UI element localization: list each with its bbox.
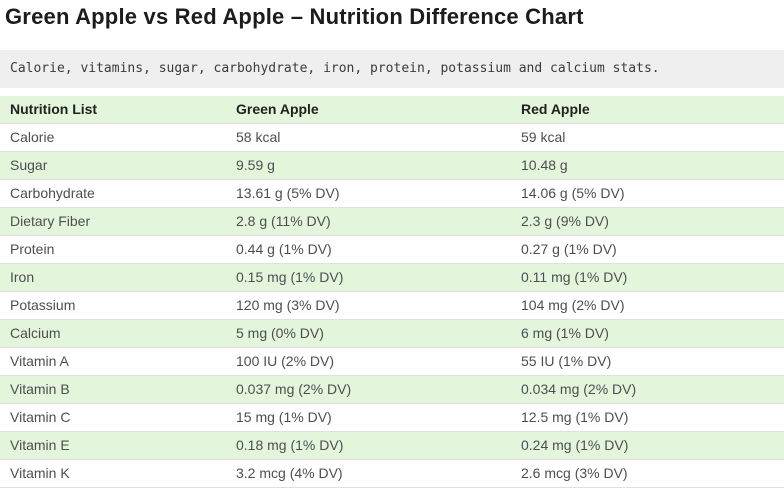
red-apple-value-cell: 104 mg (2% DV) xyxy=(511,291,784,320)
nutrient-name-cell: Potassium xyxy=(0,291,226,320)
nutrient-name-cell: Vitamin B xyxy=(0,375,226,404)
nutrient-name-cell: Vitamin K xyxy=(0,459,226,488)
table-row: Calorie 58 kcal 59 kcal xyxy=(0,123,784,152)
red-apple-value-cell: 12.5 mg (1% DV) xyxy=(511,403,784,432)
table-row: Sugar 9.59 g 10.48 g xyxy=(0,151,784,180)
green-apple-value-cell: 0.44 g (1% DV) xyxy=(226,235,511,264)
red-apple-value-cell: 0.034 mg (2% DV) xyxy=(511,375,784,404)
table-row: Vitamin K 3.2 mcg (4% DV) 2.6 mcg (3% DV) xyxy=(0,459,784,488)
green-apple-value-cell: 0.037 mg (2% DV) xyxy=(226,375,511,404)
red-apple-value-cell: 0.27 g (1% DV) xyxy=(511,235,784,264)
red-apple-value-cell: 14.06 g (5% DV) xyxy=(511,179,784,208)
nutrient-name-cell: Carbohydrate xyxy=(0,179,226,208)
table-row: Carbohydrate 13.61 g (5% DV) 14.06 g (5% D… xyxy=(0,179,784,208)
green-apple-value-cell: 5 mg (0% DV) xyxy=(226,319,511,348)
nutrient-name-cell: Calorie xyxy=(0,123,226,152)
table-header: Nutrition List Green Apple Red Apple xyxy=(0,96,784,124)
nutrient-name-cell: Vitamin A xyxy=(0,347,226,376)
green-apple-value-cell: 2.8 g (11% DV) xyxy=(226,207,511,236)
table-row: Dietary Fiber 2.8 g (11% DV) 2.3 g (9% DV) xyxy=(0,207,784,236)
nutrient-name-cell: Vitamin E xyxy=(0,431,226,460)
table-row: Vitamin E 0.18 mg (1% DV) 0.24 mg (1% DV) xyxy=(0,431,784,460)
table-row: Potassium 120 mg (3% DV) 104 mg (2% DV) xyxy=(0,291,784,320)
green-apple-value-cell: 0.15 mg (1% DV) xyxy=(226,263,511,292)
subtitle-bar: Calorie, vitamins, sugar, carbohydrate, … xyxy=(0,50,784,88)
green-apple-value-cell: 100 IU (2% DV) xyxy=(226,347,511,376)
table-row: Protein 0.44 g (1% DV) 0.27 g (1% DV) xyxy=(0,235,784,264)
table-row: Vitamin B 0.037 mg (2% DV) 0.034 mg (2% DV… xyxy=(0,375,784,404)
green-apple-value-cell: 15 mg (1% DV) xyxy=(226,403,511,432)
red-apple-value-cell: 10.48 g xyxy=(511,151,784,180)
nutrition-table: Nutrition List Green Apple Red Apple Cal… xyxy=(0,96,784,488)
column-header-red-apple: Red Apple xyxy=(511,96,784,124)
header-row: Nutrition List Green Apple Red Apple xyxy=(0,96,784,124)
red-apple-value-cell: 2.3 g (9% DV) xyxy=(511,207,784,236)
table-row: Vitamin C 15 mg (1% DV) 12.5 mg (1% DV) xyxy=(0,403,784,432)
page-title: Green Apple vs Red Apple – Nutrition Dif… xyxy=(5,4,584,29)
nutrient-name-cell: Iron xyxy=(0,263,226,292)
green-apple-value-cell: 120 mg (3% DV) xyxy=(226,291,511,320)
column-header-green-apple: Green Apple xyxy=(226,96,511,124)
green-apple-value-cell: 3.2 mcg (4% DV) xyxy=(226,459,511,488)
nutrient-name-cell: Vitamin C xyxy=(0,403,226,432)
green-apple-value-cell: 58 kcal xyxy=(226,123,511,152)
column-header-nutrition-list: Nutrition List xyxy=(0,96,226,124)
green-apple-value-cell: 13.61 g (5% DV) xyxy=(226,179,511,208)
nutrient-name-cell: Dietary Fiber xyxy=(0,207,226,236)
red-apple-value-cell: 0.11 mg (1% DV) xyxy=(511,263,784,292)
green-apple-value-cell: 0.18 mg (1% DV) xyxy=(226,431,511,460)
table-row: Iron 0.15 mg (1% DV) 0.11 mg (1% DV) xyxy=(0,263,784,292)
red-apple-value-cell: 55 IU (1% DV) xyxy=(511,347,784,376)
red-apple-value-cell: 0.24 mg (1% DV) xyxy=(511,431,784,460)
green-apple-value-cell: 9.59 g xyxy=(226,151,511,180)
red-apple-value-cell: 6 mg (1% DV) xyxy=(511,319,784,348)
red-apple-value-cell: 2.6 mcg (3% DV) xyxy=(511,459,784,488)
nutrient-name-cell: Sugar xyxy=(0,151,226,180)
nutrient-name-cell: Protein xyxy=(0,235,226,264)
red-apple-value-cell: 59 kcal xyxy=(511,123,784,152)
table-row: Vitamin A 100 IU (2% DV) 55 IU (1% DV) xyxy=(0,347,784,376)
nutrient-name-cell: Calcium xyxy=(0,319,226,348)
table-row: Calcium 5 mg (0% DV) 6 mg (1% DV) xyxy=(0,319,784,348)
